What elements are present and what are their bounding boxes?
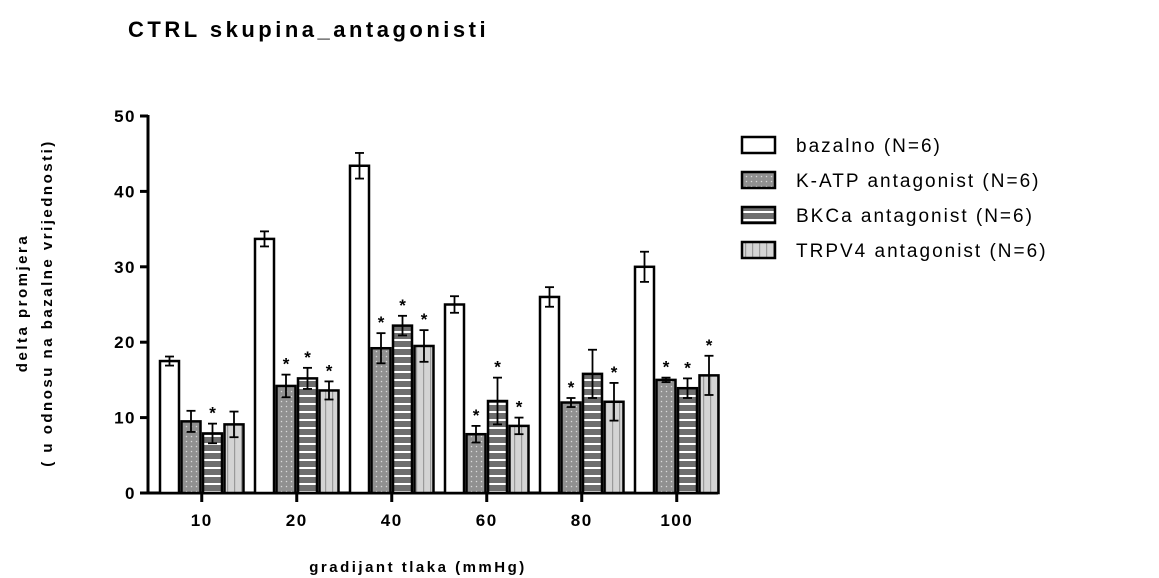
- bar: [538, 295, 561, 495]
- legend-label: BKCa antagonist (N=6): [796, 206, 1034, 227]
- bar: [508, 424, 530, 495]
- y-tick-label: 10: [114, 409, 136, 428]
- significance-star: *: [283, 355, 290, 374]
- bar: [560, 401, 582, 495]
- x-tick-label: 100: [660, 511, 693, 530]
- plot-area: 0 10 20 30 40 50 10 * 20 * * * 40 * * * 60 * * * 80 * * 100 * * *: [114, 107, 720, 530]
- bar: [676, 386, 699, 495]
- x-axis-label: gradijant tlaka (mmHg): [309, 559, 527, 576]
- x-tick-label: 10: [191, 511, 213, 530]
- legend-swatch: [740, 170, 777, 190]
- legend-swatch: [740, 205, 777, 225]
- legend-label: TRPV4 antagonist (N=6): [796, 241, 1048, 262]
- significance-star: *: [209, 404, 216, 423]
- bar: [275, 384, 297, 495]
- x-tick-label: 20: [286, 511, 308, 530]
- significance-star: *: [706, 336, 713, 355]
- bar: [633, 265, 656, 495]
- significance-star: *: [304, 348, 311, 367]
- significance-star: *: [399, 296, 406, 315]
- significance-star: *: [568, 378, 575, 397]
- x-tick-label: 40: [381, 511, 403, 530]
- x-tick-label: 60: [476, 511, 498, 530]
- significance-star: *: [611, 363, 618, 382]
- y-axis-label-line2: ( u odnosu na bazalne vrijednosti): [39, 139, 56, 467]
- y-axis-label-line1: delta promjera: [14, 234, 31, 372]
- bar: [443, 303, 466, 495]
- y-tick-label: 30: [114, 258, 136, 277]
- y-tick-label: 40: [114, 182, 136, 201]
- significance-star: *: [663, 358, 670, 377]
- significance-star: *: [421, 310, 428, 329]
- legend-swatch: [740, 135, 777, 155]
- bar: [296, 377, 319, 495]
- bar: [253, 237, 276, 495]
- significance-star: *: [494, 358, 501, 377]
- bar: [655, 378, 677, 495]
- significance-star: *: [684, 358, 691, 377]
- y-tick-label: 0: [125, 484, 136, 503]
- bar: [413, 344, 435, 495]
- bar: [391, 324, 414, 495]
- significance-star: *: [326, 361, 333, 380]
- bar: [318, 389, 340, 495]
- significance-star: *: [473, 406, 480, 425]
- bar: [348, 164, 371, 495]
- legend: bazalno (N=6) K-ATP antagonist (N=6) BKCa …: [740, 135, 1048, 262]
- y-tick-label: 20: [114, 333, 136, 352]
- legend-swatch: [740, 240, 777, 260]
- significance-star: *: [378, 313, 385, 332]
- chart-title: CTRL skupina_antagonisti: [128, 17, 489, 42]
- legend-label: K-ATP antagonist (N=6): [796, 171, 1040, 192]
- y-tick-label: 50: [114, 107, 136, 126]
- bar: [158, 359, 181, 495]
- bar: [370, 346, 392, 495]
- x-tick-label: 80: [571, 511, 593, 530]
- significance-star: *: [516, 398, 523, 417]
- legend-label: bazalno (N=6): [796, 136, 942, 157]
